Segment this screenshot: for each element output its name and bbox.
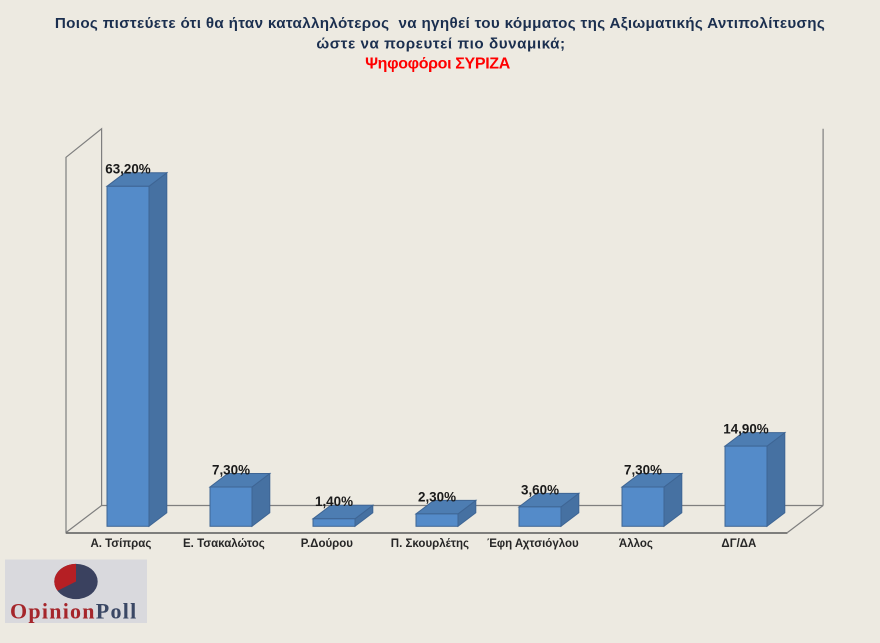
svg-text:1,40%: 1,40% [315, 494, 353, 509]
svg-text:Π. Σκουρλέτης: Π. Σκουρλέτης [391, 538, 469, 550]
svg-text:Α. Τσίπρας: Α. Τσίπρας [90, 538, 151, 550]
svg-text:OpinionPoll: OpinionPoll [10, 599, 137, 624]
svg-text:Ε. Τσακαλώτος: Ε. Τσακαλώτος [183, 538, 265, 550]
svg-text:7,30%: 7,30% [212, 462, 250, 477]
svg-text:63,20%: 63,20% [105, 162, 151, 177]
svg-text:14,90%: 14,90% [723, 422, 769, 437]
svg-text:ΔΓ/ΔΑ: ΔΓ/ΔΑ [721, 538, 756, 550]
svg-text:Ρ.Δούρου: Ρ.Δούρου [301, 538, 354, 550]
svg-text:ώστε να πορευτεί πιο δυναμικά;: ώστε να πορευτεί πιο δυναμικά; [316, 36, 565, 53]
svg-text:Ποιος πιστεύετε ότι θα ήταν κα: Ποιος πιστεύετε ότι θα ήταν καταλληλότερ… [55, 15, 825, 32]
svg-text:2,30%: 2,30% [418, 489, 456, 504]
svg-text:7,30%: 7,30% [624, 462, 662, 477]
svg-text:Ψηφοφόροι ΣΥΡΙΖΑ: Ψηφοφόροι ΣΥΡΙΖΑ [365, 56, 511, 73]
svg-text:3,60%: 3,60% [521, 482, 559, 497]
svg-text:Άλλος: Άλλος [619, 538, 653, 550]
svg-text:Έφη Αχτσιόγλου: Έφη Αχτσιόγλου [487, 538, 579, 550]
